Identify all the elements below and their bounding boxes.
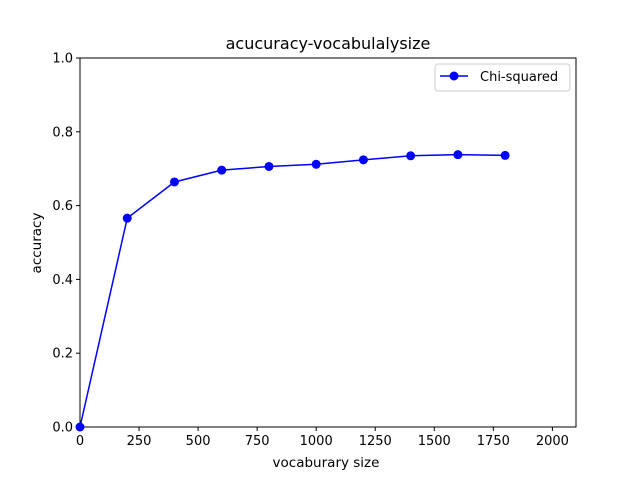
legend-marker-chi-squared — [449, 71, 459, 81]
data-point — [75, 422, 85, 432]
x-axis-label: vocaburary size — [273, 455, 380, 471]
chart-title: acucuracy-vocabulalysize — [226, 34, 431, 53]
y-tick-label: 0.2 — [52, 347, 73, 362]
x-axis: 0 250 500 750 1000 1250 1500 1750 2000 — [76, 427, 569, 449]
data-point — [500, 150, 510, 160]
y-axis-label: accuracy — [29, 213, 45, 274]
x-tick-label: 1500 — [418, 434, 451, 449]
y-axis: 0.0 0.2 0.4 0.6 0.8 1.0 — [52, 52, 80, 436]
data-point — [169, 177, 179, 187]
data-point — [264, 161, 274, 171]
legend: Chi-squared — [434, 63, 571, 92]
y-tick-label: 0.0 — [52, 421, 73, 436]
x-tick-label: 750 — [245, 434, 270, 449]
series-line-chi-squared — [79, 153, 506, 428]
plot-area — [79, 57, 577, 428]
y-tick-label: 1.0 — [52, 52, 73, 67]
x-tick-label: 1000 — [300, 434, 333, 449]
data-point — [358, 155, 368, 165]
x-tick-label: 500 — [186, 434, 211, 449]
data-point — [453, 150, 463, 160]
x-tick-label: 2000 — [536, 434, 569, 449]
data-point — [122, 213, 132, 223]
y-tick-label: 0.4 — [52, 273, 73, 288]
x-tick-label: 1750 — [477, 434, 510, 449]
y-tick-label: 0.6 — [52, 199, 73, 214]
plot-frame — [79, 57, 577, 428]
data-point — [406, 151, 416, 161]
x-tick-label: 0 — [76, 434, 84, 449]
data-point — [217, 165, 227, 175]
legend-label-chi-squared: Chi-squared — [480, 70, 558, 85]
y-tick-label: 0.8 — [52, 125, 73, 140]
series-layer — [75, 150, 510, 432]
legend-box — [434, 63, 571, 92]
x-tick-label: 1250 — [359, 434, 392, 449]
x-tick-label: 250 — [127, 434, 152, 449]
data-point — [311, 159, 321, 169]
